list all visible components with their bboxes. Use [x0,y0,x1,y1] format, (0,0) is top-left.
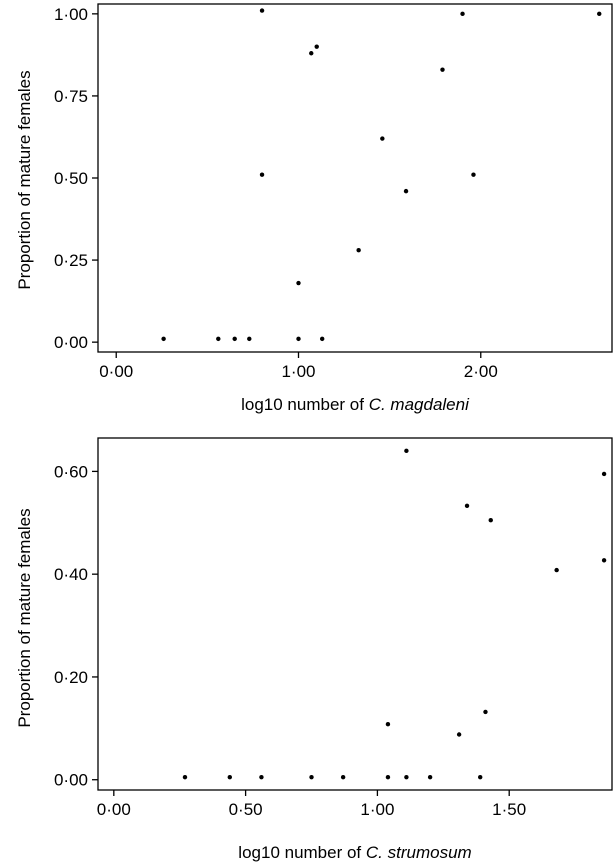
data-point [309,774,314,780]
data-point [403,188,409,194]
data-point [356,248,361,253]
y-tick-label: 0·00 [54,771,88,790]
data-point [427,774,433,780]
y-tick-label: 0·20 [54,668,88,687]
data-point [216,336,221,342]
data-point [314,44,319,49]
data-point [456,732,462,737]
y-tick-label: 0·00 [54,333,88,352]
x-axis-title: log10 number of C. strumosum [238,843,471,862]
data-point [404,774,409,780]
y-tick-label: 0·60 [54,462,88,481]
x-tick-label: 1·00 [281,362,315,381]
data-point [460,11,465,17]
y-tick-label: 0·25 [54,251,88,270]
data-point [247,336,252,342]
data-point [161,336,166,342]
x-tick-label: 2·00 [464,362,498,381]
data-point [309,51,314,56]
y-tick-label: 0·75 [54,87,88,106]
y-axis-title: Proportion of mature females [15,70,34,289]
data-point [488,518,493,523]
y-tick-label: 0·40 [54,565,88,584]
data-point [601,558,607,563]
data-point [554,567,559,573]
data-point [404,448,409,454]
data-point [464,503,470,509]
plot-frame [97,3,613,353]
plot-frame [97,437,613,791]
x-tick-label: 1·00 [360,800,394,819]
data-point [385,722,391,727]
x-tick-label: 0·50 [229,800,263,819]
data-point [601,471,607,477]
data-point [296,336,301,342]
data-point [227,774,232,780]
data-point [319,336,325,342]
data-point [483,709,488,715]
x-tick-label: 0·00 [99,362,133,381]
data-point [597,11,602,17]
data-point [182,774,188,780]
data-point [385,774,391,780]
data-point [340,774,346,780]
data-point [259,774,264,780]
plot-area: 0·00 0·50 1·00 1·50 0·00 0·20 0·40 0·60 [54,437,613,819]
data-point [478,774,483,780]
y-tick-label: 0·50 [54,169,88,188]
y-axis-title: Proportion of mature females [15,508,34,727]
x-tick-label: 1·50 [492,800,526,819]
x-tick-label: 0·00 [97,800,131,819]
data-point [440,67,445,72]
data-point [259,8,265,13]
data-point [471,172,476,177]
y-tick-label: 1·00 [54,5,88,24]
plot-area: 0·00 1·00 2·00 0·00 0·25 0·50 0·75 1·00 [54,3,613,381]
scatter-panel-magdaleni: 0·00 1·00 2·00 0·00 0·25 0·50 0·75 1·00 log10 n… [15,3,613,414]
data-point [259,172,265,177]
data-point [232,336,237,342]
x-axis-title: log10 number of C. magdaleni [241,395,470,414]
scatter-panel-strumosum: 0·00 0·50 1·00 1·50 0·00 0·20 0·40 0·60 log10 n… [15,437,613,862]
data-point [380,136,385,141]
data-point [296,280,301,286]
